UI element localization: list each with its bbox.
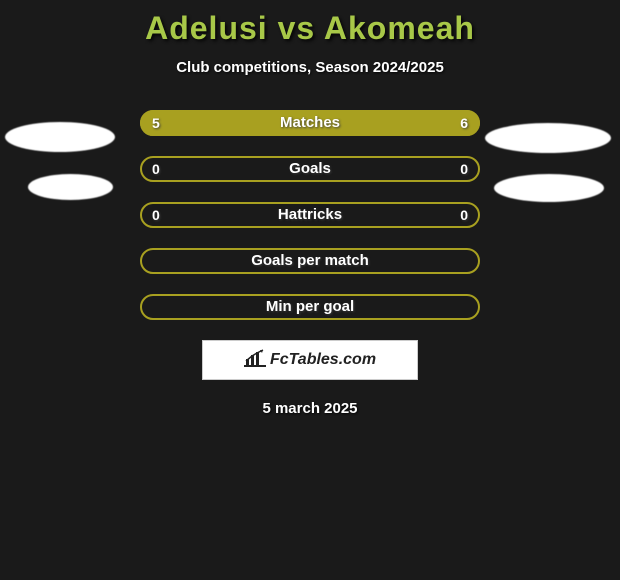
player-ellipse xyxy=(5,122,115,152)
value-right: 0 xyxy=(460,202,468,228)
bar-left-fill xyxy=(140,110,293,136)
bar-right-fill xyxy=(293,110,480,136)
bar-border xyxy=(140,156,480,182)
row-label: Min per goal xyxy=(140,294,480,320)
date-label: 5 march 2025 xyxy=(0,400,620,417)
row-label: Hattricks xyxy=(140,202,480,228)
bar-wrap: 0 0Hattricks xyxy=(140,202,480,228)
comparison-row: Min per goal xyxy=(0,294,620,320)
value-right: 6 xyxy=(460,110,468,136)
bar-wrap: 56Matches xyxy=(140,110,480,136)
page-title: Adelusi vs Akomeah xyxy=(0,10,620,47)
chart-container: Adelusi vs Akomeah Club competitions, Se… xyxy=(0,0,620,417)
bar-border xyxy=(140,248,480,274)
comparison-row: 0 0Hattricks xyxy=(0,202,620,228)
value-left: 0 xyxy=(152,202,160,228)
bar-wrap: 0 0Goals xyxy=(140,156,480,182)
player-ellipse xyxy=(28,174,113,200)
subtitle: Club competitions, Season 2024/2025 xyxy=(0,59,620,76)
row-label: Goals xyxy=(140,156,480,182)
player-ellipse xyxy=(485,123,611,153)
value-left: 5 xyxy=(152,110,160,136)
source-logo: FcTables.com xyxy=(202,340,418,380)
bar-wrap: Goals per match xyxy=(140,248,480,274)
bar-wrap: Min per goal xyxy=(140,294,480,320)
value-left: 0 xyxy=(152,156,160,182)
logo-text: FcTables.com xyxy=(270,351,376,369)
row-label: Goals per match xyxy=(140,248,480,274)
comparison-row: Goals per match xyxy=(0,248,620,274)
bar-border xyxy=(140,294,480,320)
bar-border xyxy=(140,202,480,228)
barchart-icon xyxy=(244,349,266,372)
player-ellipse xyxy=(494,174,604,202)
value-right: 0 xyxy=(460,156,468,182)
